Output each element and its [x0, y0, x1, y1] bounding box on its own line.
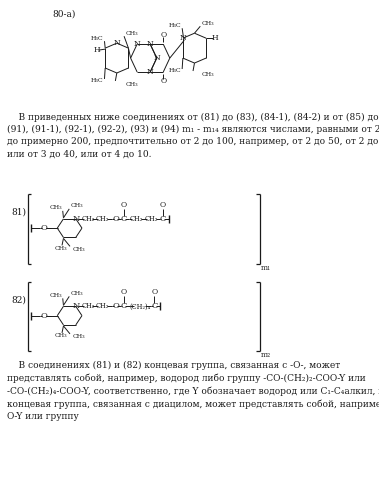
- Text: CH₂: CH₂: [145, 215, 158, 223]
- Text: O: O: [121, 201, 127, 209]
- Text: CH₃: CH₃: [72, 334, 85, 339]
- Text: C: C: [121, 215, 127, 223]
- Text: O: O: [112, 302, 119, 310]
- Text: N: N: [153, 54, 160, 62]
- Text: 80-a): 80-a): [52, 9, 75, 18]
- Text: N: N: [72, 302, 80, 310]
- Text: CH₂: CH₂: [96, 302, 110, 310]
- Text: m₂: m₂: [261, 351, 271, 359]
- Text: CH₃: CH₃: [125, 82, 138, 87]
- Text: H₃C: H₃C: [91, 78, 103, 83]
- Text: H: H: [93, 46, 100, 54]
- Text: O: O: [151, 288, 157, 296]
- Text: O: O: [160, 77, 166, 85]
- Text: CH₃: CH₃: [202, 72, 215, 77]
- Text: H₃C: H₃C: [91, 36, 103, 41]
- Text: CH₃: CH₃: [54, 333, 67, 338]
- Text: 81): 81): [11, 208, 27, 217]
- Text: C: C: [160, 215, 166, 223]
- Text: В приведенных ниже соединениях от (81) до (83), (84-1), (84-2) и от (85) до
(91): В приведенных ниже соединениях от (81) д…: [7, 113, 379, 159]
- Text: CH₃: CH₃: [202, 21, 215, 26]
- Text: CH₃: CH₃: [49, 293, 62, 298]
- Text: 82): 82): [11, 295, 27, 304]
- Text: CH₃: CH₃: [54, 246, 67, 251]
- Text: CH₂: CH₂: [130, 215, 144, 223]
- Text: CH₃: CH₃: [71, 291, 83, 296]
- Text: O: O: [41, 224, 48, 232]
- Text: N: N: [134, 40, 141, 48]
- Text: В соединениях (81) и (82) концевая группа, связанная с -О-, может
представлять с: В соединениях (81) и (82) концевая групп…: [7, 361, 379, 421]
- Text: CH₃: CH₃: [49, 206, 62, 211]
- Text: CH₃: CH₃: [71, 204, 83, 209]
- Text: N: N: [147, 68, 153, 76]
- Text: CH₃: CH₃: [72, 247, 85, 252]
- Text: CH₂: CH₂: [96, 215, 110, 223]
- Text: C: C: [121, 302, 127, 310]
- Text: CH₂: CH₂: [81, 215, 95, 223]
- Text: O: O: [41, 312, 48, 320]
- Text: N: N: [180, 34, 186, 42]
- Text: O: O: [121, 288, 127, 296]
- Text: (CH₂)₄: (CH₂)₄: [129, 302, 150, 310]
- Text: H₃C: H₃C: [169, 23, 182, 28]
- Text: CH₃: CH₃: [125, 31, 138, 36]
- Text: N: N: [72, 215, 80, 223]
- Text: O: O: [160, 31, 166, 39]
- Text: O: O: [112, 215, 119, 223]
- Text: CH₂: CH₂: [81, 302, 95, 310]
- Text: N: N: [147, 40, 153, 48]
- Text: m₁: m₁: [261, 264, 271, 272]
- Text: C: C: [151, 302, 157, 310]
- Text: O: O: [160, 201, 166, 209]
- Text: H: H: [211, 34, 218, 42]
- Text: N: N: [113, 39, 120, 47]
- Text: H₃C: H₃C: [169, 68, 182, 73]
